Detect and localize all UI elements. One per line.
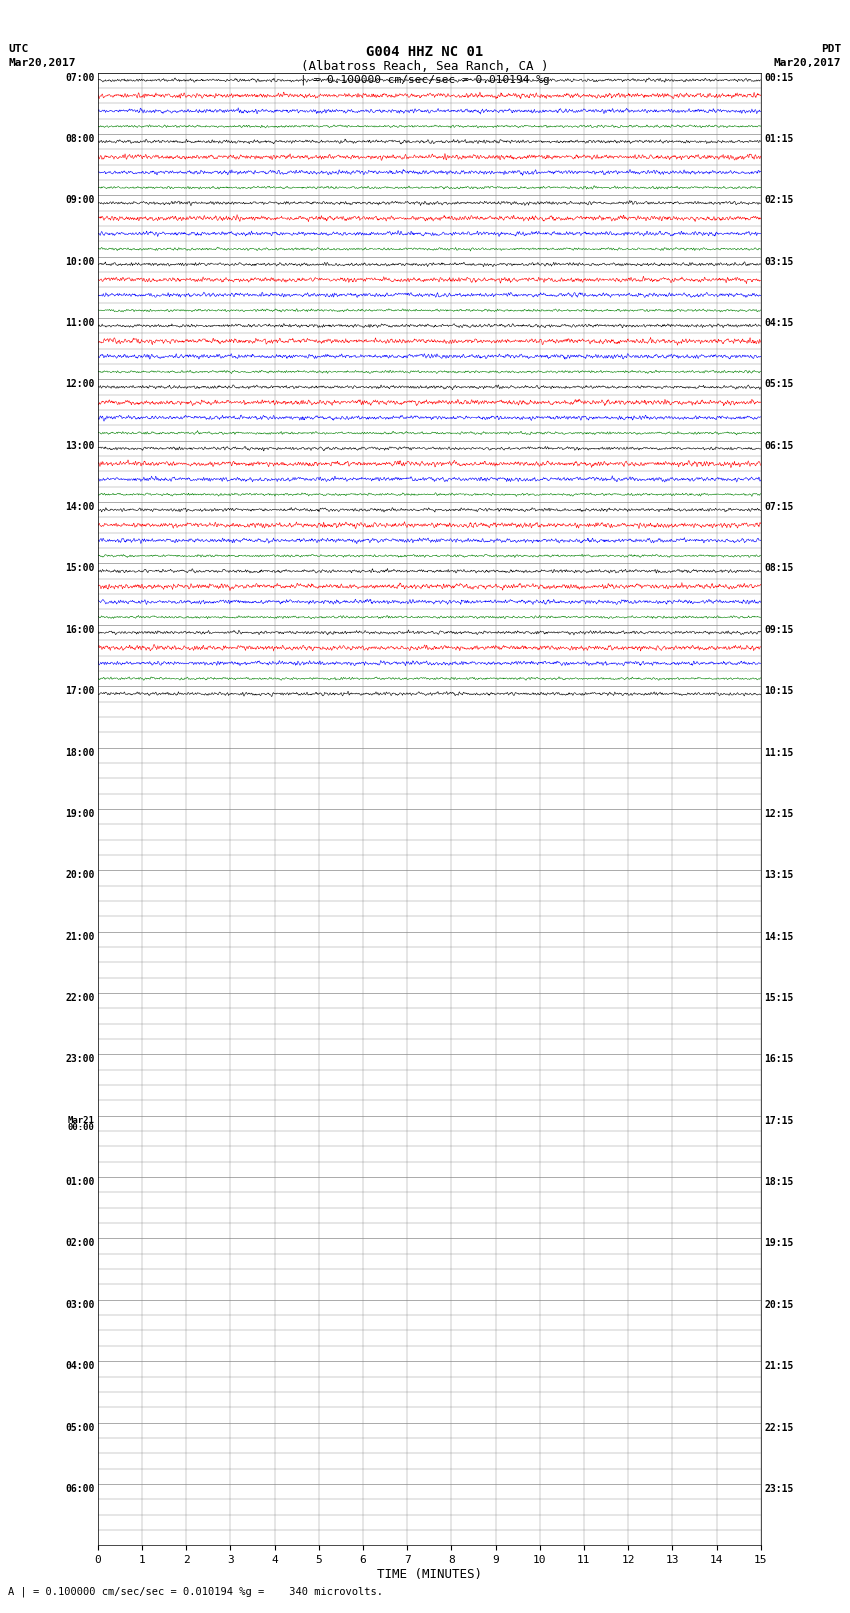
Text: 12:00: 12:00 — [65, 379, 94, 389]
Text: 19:15: 19:15 — [764, 1239, 793, 1248]
Text: 03:15: 03:15 — [764, 256, 793, 266]
Text: 01:15: 01:15 — [764, 134, 793, 144]
Text: 23:00: 23:00 — [65, 1055, 94, 1065]
Text: 13:15: 13:15 — [764, 871, 793, 881]
Text: 07:00: 07:00 — [65, 73, 94, 82]
Text: 23:15: 23:15 — [764, 1484, 793, 1494]
Text: A | = 0.100000 cm/sec/sec = 0.010194 %g =    340 microvolts.: A | = 0.100000 cm/sec/sec = 0.010194 %g … — [8, 1586, 383, 1597]
X-axis label: TIME (MINUTES): TIME (MINUTES) — [377, 1568, 482, 1581]
Text: 02:15: 02:15 — [764, 195, 793, 205]
Text: 08:00: 08:00 — [65, 134, 94, 144]
Text: 05:15: 05:15 — [764, 379, 793, 389]
Text: 02:00: 02:00 — [65, 1239, 94, 1248]
Text: (Albatross Reach, Sea Ranch, CA ): (Albatross Reach, Sea Ranch, CA ) — [301, 60, 549, 73]
Text: G004 HHZ NC 01: G004 HHZ NC 01 — [366, 45, 484, 60]
Text: Mar20,2017: Mar20,2017 — [774, 58, 842, 68]
Text: 08:15: 08:15 — [764, 563, 793, 574]
Text: 10:00: 10:00 — [65, 256, 94, 266]
Text: | = 0.100000 cm/sec/sec = 0.010194 %g: | = 0.100000 cm/sec/sec = 0.010194 %g — [300, 74, 550, 85]
Text: 21:00: 21:00 — [65, 932, 94, 942]
Text: 09:00: 09:00 — [65, 195, 94, 205]
Text: 10:15: 10:15 — [764, 686, 793, 697]
Text: 21:15: 21:15 — [764, 1361, 793, 1371]
Text: 16:00: 16:00 — [65, 624, 94, 636]
Text: 06:00: 06:00 — [65, 1484, 94, 1494]
Text: 14:15: 14:15 — [764, 932, 793, 942]
Text: 11:15: 11:15 — [764, 747, 793, 758]
Text: Mar21: Mar21 — [67, 1116, 94, 1124]
Text: 04:00: 04:00 — [65, 1361, 94, 1371]
Text: 14:00: 14:00 — [65, 502, 94, 511]
Text: 17:15: 17:15 — [764, 1116, 793, 1126]
Text: 15:00: 15:00 — [65, 563, 94, 574]
Text: 07:15: 07:15 — [764, 502, 793, 511]
Text: 06:15: 06:15 — [764, 440, 793, 450]
Text: 20:00: 20:00 — [65, 871, 94, 881]
Text: 19:00: 19:00 — [65, 810, 94, 819]
Text: 00:15: 00:15 — [764, 73, 793, 82]
Text: 00:00: 00:00 — [67, 1123, 94, 1132]
Text: 09:15: 09:15 — [764, 624, 793, 636]
Text: 11:00: 11:00 — [65, 318, 94, 327]
Text: 17:00: 17:00 — [65, 686, 94, 697]
Text: 22:15: 22:15 — [764, 1423, 793, 1432]
Text: 13:00: 13:00 — [65, 440, 94, 450]
Text: 12:15: 12:15 — [764, 810, 793, 819]
Text: PDT: PDT — [821, 44, 842, 53]
Text: 16:15: 16:15 — [764, 1055, 793, 1065]
Text: 18:00: 18:00 — [65, 747, 94, 758]
Text: 05:00: 05:00 — [65, 1423, 94, 1432]
Text: 20:15: 20:15 — [764, 1300, 793, 1310]
Text: 03:00: 03:00 — [65, 1300, 94, 1310]
Text: UTC: UTC — [8, 44, 29, 53]
Text: Mar20,2017: Mar20,2017 — [8, 58, 76, 68]
Text: 01:00: 01:00 — [65, 1177, 94, 1187]
Text: 18:15: 18:15 — [764, 1177, 793, 1187]
Text: 15:15: 15:15 — [764, 994, 793, 1003]
Text: 04:15: 04:15 — [764, 318, 793, 327]
Text: 22:00: 22:00 — [65, 994, 94, 1003]
